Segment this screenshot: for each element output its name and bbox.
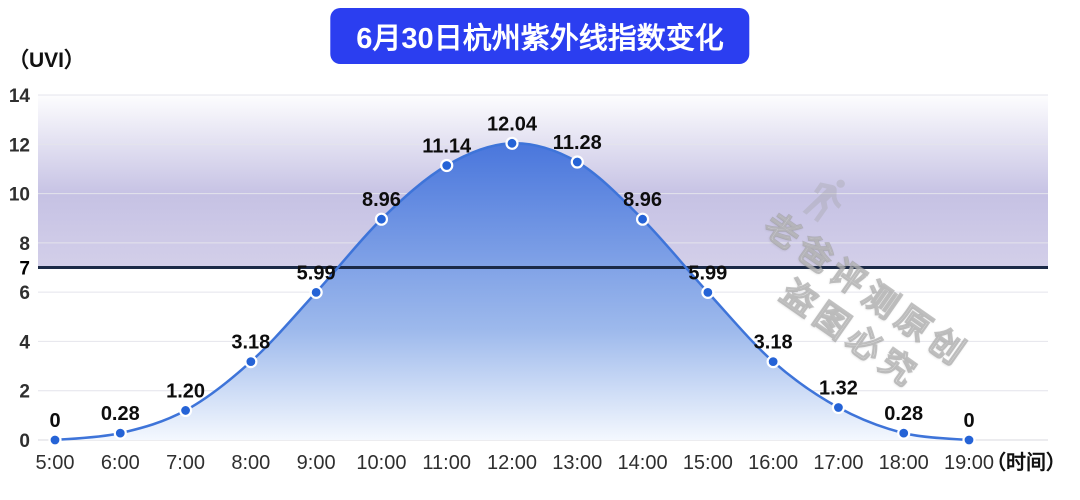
data-label: 1.32 [819, 377, 858, 399]
data-point-8:00 [244, 355, 258, 369]
x-tick-label: 12:00 [487, 452, 537, 474]
data-point-5:00 [48, 433, 62, 447]
uv-area-fill [55, 143, 969, 440]
data-point-15:00 [701, 285, 715, 299]
y-tick-label-8: 8 [19, 234, 30, 255]
x-tick-label: 14:00 [618, 452, 668, 474]
x-tick-label: 19:00 [944, 452, 994, 474]
x-tick-label: 18:00 [879, 452, 929, 474]
data-label: 3.18 [754, 332, 793, 354]
data-label: 8.96 [623, 189, 662, 211]
data-point-6:00 [113, 426, 127, 440]
x-tick-label: 16:00 [748, 452, 798, 474]
data-label: 11.14 [422, 135, 472, 157]
data-point-17:00 [831, 400, 846, 415]
y-tick-label-14: 14 [9, 86, 31, 107]
x-axis-unit: （时间） [986, 451, 1066, 474]
data-label: 1.20 [166, 380, 205, 402]
chart-title: 6月30日杭州紫外线指数变化 [330, 8, 750, 64]
x-tick-label: 17:00 [813, 452, 863, 474]
data-label: 0 [963, 410, 974, 432]
x-tick-label: 7:00 [166, 452, 205, 474]
y-axis-unit: （UVI） [8, 49, 86, 72]
x-tick-label: 6:00 [101, 452, 140, 474]
x-tick-label: 9:00 [297, 452, 336, 474]
y-tick-label-2: 2 [19, 382, 30, 403]
data-point-16:00 [766, 355, 780, 369]
data-point-10:00 [374, 212, 389, 226]
y-tick-label-6: 6 [19, 283, 30, 304]
data-label: 12.04 [487, 113, 538, 135]
data-point-14:00 [635, 212, 650, 226]
data-label: 8.96 [362, 189, 401, 211]
x-tick-label: 11:00 [422, 452, 471, 474]
y-tick-label-12: 12 [9, 135, 30, 156]
data-label: 0 [49, 410, 60, 432]
x-tick-label: 13:00 [552, 452, 602, 474]
x-tick-label: 15:00 [683, 452, 733, 474]
x-tick-label: 5:00 [36, 452, 75, 474]
data-label: 11.28 [553, 132, 602, 154]
x-tick-label: 8:00 [231, 452, 270, 474]
y-tick-label-4: 4 [19, 332, 30, 353]
data-point-12:00 [505, 136, 519, 150]
data-point-18:00 [897, 426, 911, 440]
data-label: 5.99 [688, 262, 727, 284]
data-label: 0.28 [101, 403, 140, 425]
y-tick-label-10: 10 [9, 185, 30, 206]
x-tick-label: 10:00 [356, 452, 406, 474]
data-point-9:00 [309, 285, 323, 299]
data-label: 3.18 [231, 332, 270, 354]
data-label: 5.99 [297, 262, 336, 284]
data-label: 0.28 [884, 403, 923, 425]
data-point-7:00 [178, 403, 193, 418]
y-tick-label-0: 0 [19, 431, 30, 452]
data-point-19:00 [962, 433, 976, 447]
data-point-13:00 [570, 155, 584, 169]
data-point-11:00 [440, 158, 454, 173]
y-tick-label-7: 7 [19, 259, 30, 280]
